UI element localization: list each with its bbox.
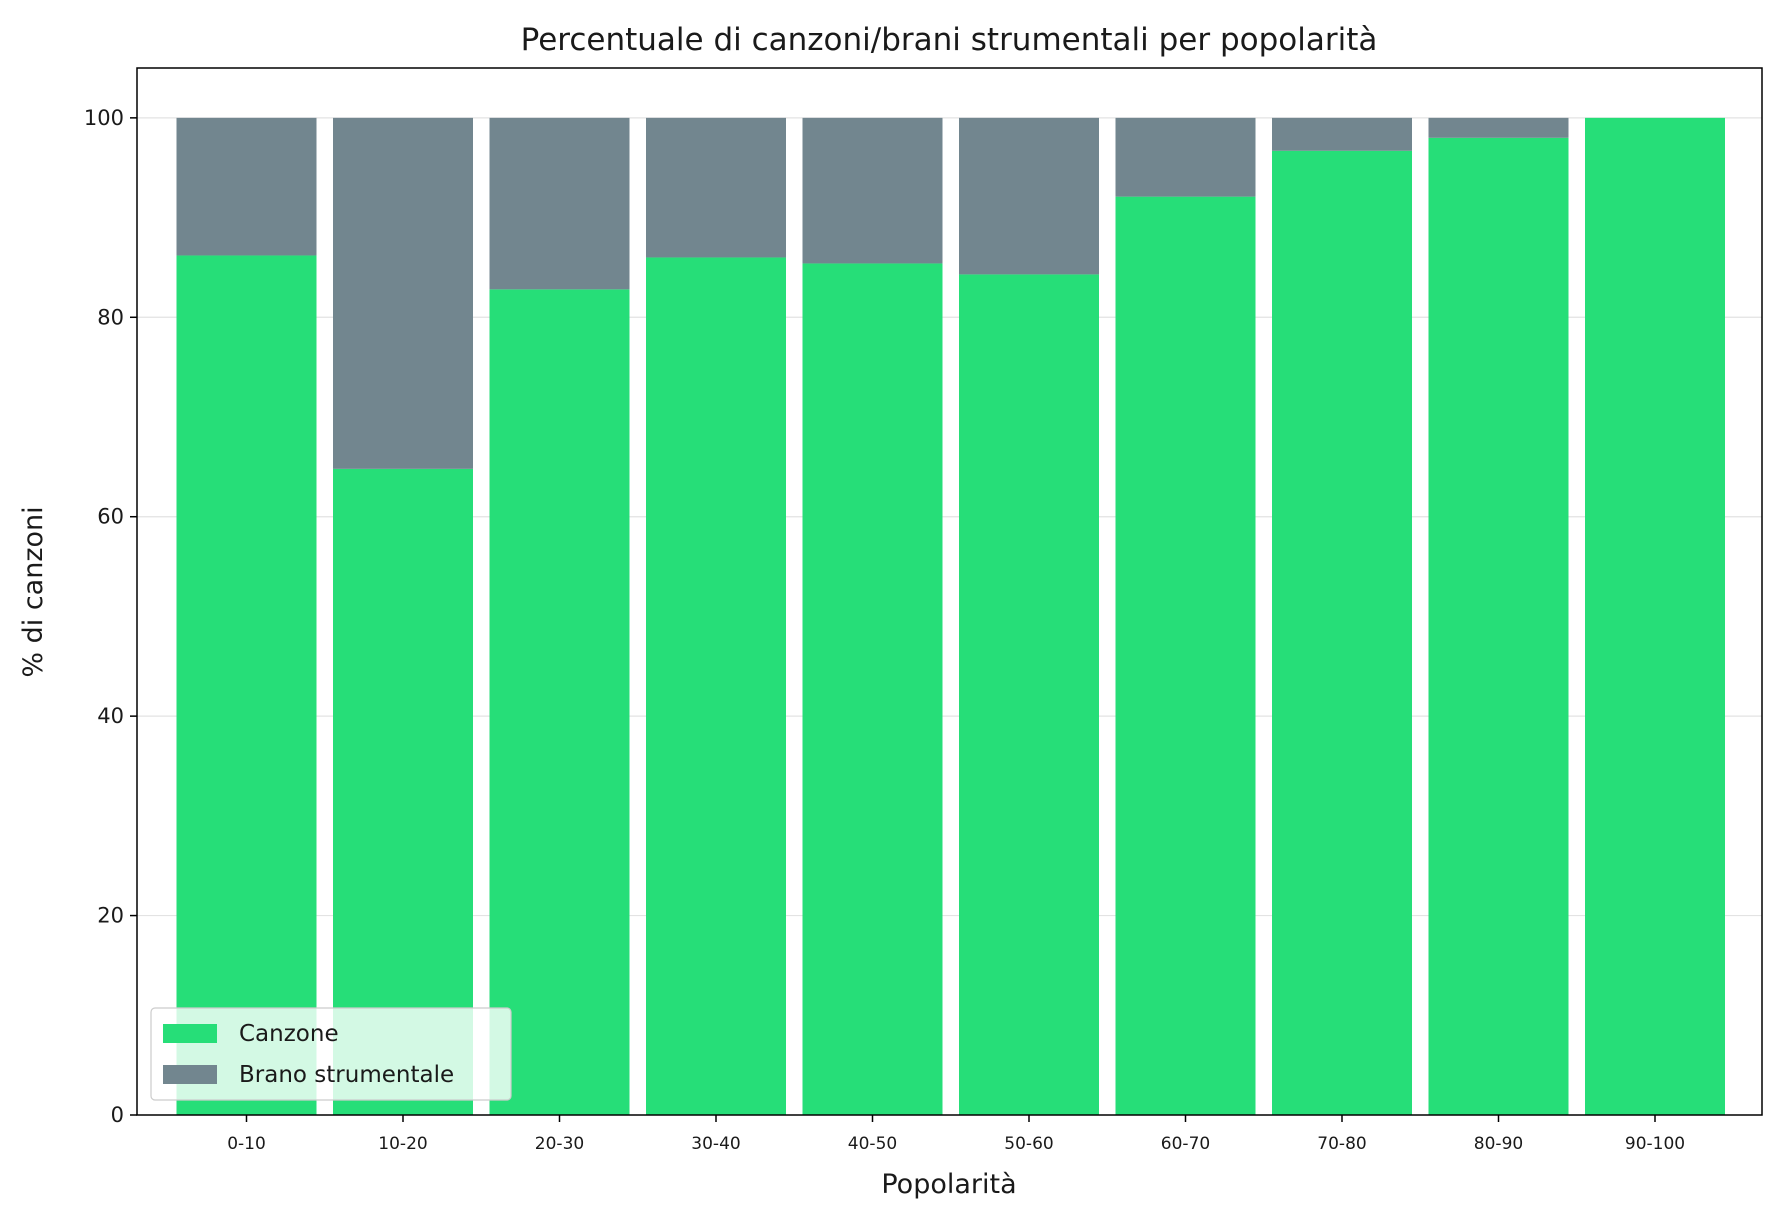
- x-tick-label: 60-70: [1161, 1134, 1210, 1154]
- y-axis-label: % di canzoni: [18, 506, 49, 677]
- legend: Canzone Brano strumentale: [150, 1007, 512, 1101]
- bar-brano-strumentale-10-20: [333, 117, 473, 469]
- x-axis-label: Popolarità: [881, 1169, 1016, 1200]
- x-tick-label: 50-60: [1004, 1134, 1053, 1154]
- bar-canzone-90-100: [1585, 117, 1725, 1116]
- bar-brano-strumentale-20-30: [489, 117, 630, 290]
- bar-canzone-10-20: [333, 468, 473, 1115]
- legend-swatch: [163, 1024, 217, 1043]
- bar-canzone-20-30: [489, 289, 630, 1115]
- y-tick-label: 0: [111, 1103, 124, 1127]
- bar-brano-strumentale-40-50: [802, 117, 943, 264]
- y-tick-label: 80: [97, 305, 124, 329]
- x-tick-label: 30-40: [691, 1134, 740, 1154]
- x-tick-label: 70-80: [1317, 1134, 1366, 1154]
- legend-swatch: [163, 1065, 217, 1084]
- bar-brano-strumentale-50-60: [959, 117, 1099, 275]
- bar-canzone-0-10: [176, 255, 317, 1115]
- bar-canzone-60-70: [1115, 196, 1256, 1116]
- y-tick-label: 40: [97, 704, 124, 728]
- x-tick-label: 10-20: [378, 1134, 427, 1154]
- legend-label: Brano strumentale: [239, 1062, 454, 1088]
- y-tick-label: 100: [84, 106, 124, 130]
- bar-brano-strumentale-60-70: [1115, 117, 1256, 197]
- x-tick-label: 80-90: [1474, 1134, 1523, 1154]
- bar-brano-strumentale-70-80: [1272, 117, 1412, 151]
- bar-brano-strumentale-0-10: [176, 117, 317, 256]
- bars: [176, 117, 1725, 1116]
- bar-brano-strumentale-80-90: [1428, 117, 1569, 138]
- legend-frame: [150, 1007, 512, 1101]
- y-tick-label: 20: [97, 904, 124, 928]
- bar-canzone-80-90: [1428, 137, 1569, 1116]
- bar-canzone-50-60: [959, 274, 1099, 1115]
- legend-label: Canzone: [239, 1021, 339, 1047]
- x-tick-label: 40-50: [848, 1134, 897, 1154]
- x-tick-label: 20-30: [535, 1134, 584, 1154]
- bar-brano-strumentale-30-40: [646, 117, 786, 258]
- chart-title: Percentuale di canzoni/brani strumentali…: [521, 22, 1378, 58]
- x-tick-label: 90-100: [1625, 1134, 1685, 1154]
- y-axis-ticks: 0 20 40 60 80 100: [84, 106, 137, 1127]
- x-tick-label: 0-10: [227, 1134, 266, 1154]
- x-axis-ticks: 0-10 10-20 20-30 30-40 40-50 50-60 60-70 70-80 8…: [227, 1115, 1685, 1154]
- y-tick-label: 60: [97, 505, 124, 529]
- bar-canzone-30-40: [646, 257, 786, 1115]
- bar-canzone-70-80: [1272, 150, 1412, 1115]
- bar-canzone-40-50: [802, 263, 943, 1115]
- plot-frame: [136, 67, 1763, 1116]
